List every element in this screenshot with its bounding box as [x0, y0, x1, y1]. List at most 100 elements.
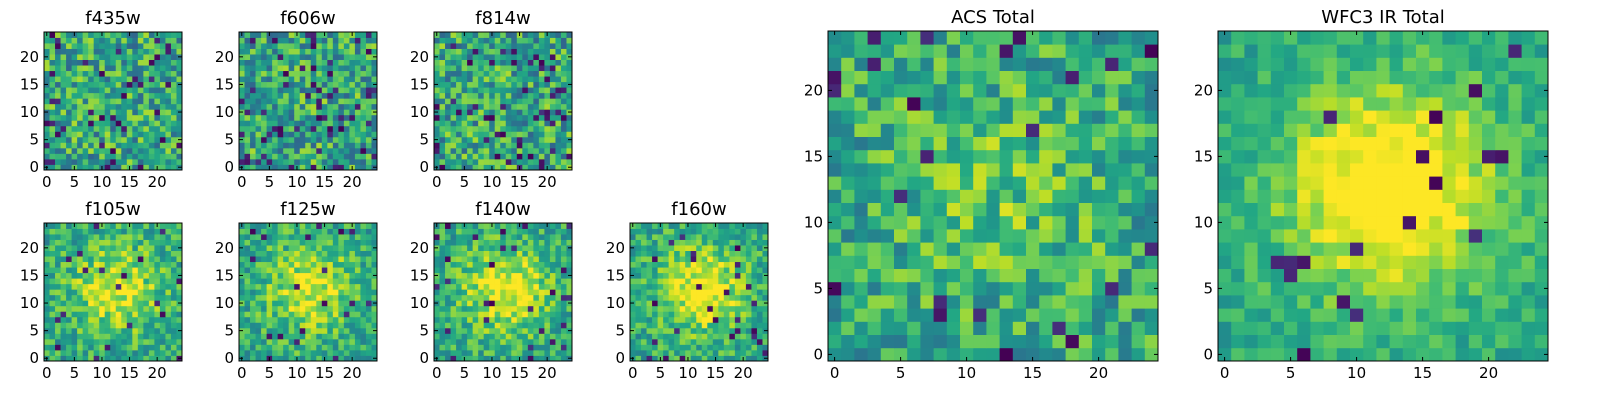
heatmap-cell [299, 65, 306, 72]
heatmap-cell [283, 54, 290, 60]
heatmap-cell [483, 349, 490, 356]
heatmap-cell [434, 98, 440, 105]
heatmap-cell [299, 54, 306, 60]
heatmap-cell [740, 338, 747, 345]
heatmap-cell [239, 87, 245, 94]
heatmap-cell [371, 37, 378, 44]
heatmap-cell [828, 229, 842, 243]
heatmap-cell [126, 142, 133, 149]
heatmap-cell [1118, 163, 1132, 177]
heatmap-cell [439, 256, 446, 263]
heatmap-cell [489, 316, 496, 323]
heatmap-cell [294, 37, 301, 44]
heatmap-cell [82, 289, 89, 296]
heatmap-cell [250, 103, 256, 110]
heatmap-cell [283, 131, 290, 138]
heatmap-cell [527, 98, 534, 105]
heatmap-cell [745, 338, 752, 345]
heatmap-cell [272, 153, 279, 160]
heatmap-cell [489, 120, 496, 127]
heatmap-cell [104, 37, 111, 44]
heatmap-cell [250, 338, 256, 345]
heatmap-cell [255, 136, 262, 143]
heatmap-cell [1144, 321, 1159, 335]
heatmap-cell [71, 283, 78, 290]
heatmap-cell [696, 239, 703, 246]
heatmap-cell [946, 281, 961, 296]
heatmap-cell [472, 54, 479, 60]
heatmap-cell [310, 322, 317, 329]
x-tick-label: 0 [432, 364, 442, 382]
heatmap-cell [239, 92, 245, 99]
heatmap-cell [516, 311, 523, 318]
heatmap-cell [478, 300, 485, 307]
heatmap-cell [327, 109, 334, 116]
heatmap-cell [560, 153, 567, 160]
heatmap-cell [516, 261, 523, 268]
heatmap-cell [170, 37, 177, 44]
heatmap-cell [630, 289, 636, 296]
heatmap-cell [635, 338, 642, 345]
heatmap-cell [555, 355, 562, 362]
heatmap-cell [489, 98, 496, 105]
heatmap-cell [143, 278, 150, 285]
heatmap-cell [165, 76, 172, 83]
heatmap-cell [461, 87, 468, 94]
heatmap-cell [88, 333, 95, 340]
heatmap-cell [349, 250, 356, 257]
y-tick-label: 5 [224, 131, 234, 149]
heatmap-cell [439, 43, 446, 49]
heatmap-cell [360, 250, 367, 257]
heatmap-cell [176, 131, 183, 138]
heatmap-cell [538, 54, 545, 60]
heatmap-cell [679, 338, 686, 345]
heatmap-cell [143, 164, 150, 171]
heatmap-cell [305, 125, 312, 132]
heatmap-cell [305, 131, 312, 138]
heatmap-cell [88, 70, 95, 77]
heatmap-cell [99, 250, 106, 257]
heatmap-cell [143, 234, 150, 240]
heatmap-cell [729, 223, 736, 229]
heatmap-cell [511, 136, 518, 143]
heatmap-cell [288, 87, 295, 94]
heatmap-cell [663, 355, 670, 362]
heatmap-cell [1092, 163, 1106, 177]
heatmap-cell [283, 48, 290, 55]
heatmap-cell [1012, 255, 1027, 269]
heatmap-cell [143, 32, 150, 38]
heatmap-cell [740, 294, 747, 301]
heatmap-cell [751, 294, 758, 301]
heatmap-cell [544, 65, 551, 72]
heatmap-cell [511, 32, 518, 38]
heatmap-cell [907, 321, 921, 335]
heatmap-cell [690, 344, 697, 351]
heatmap-cell [505, 153, 512, 160]
heatmap-cell [239, 294, 245, 301]
heatmap-cell [483, 109, 490, 116]
heatmap-cell [365, 223, 372, 229]
heatmap-cell [104, 76, 111, 83]
heatmap-cell [707, 327, 714, 334]
heatmap-cell [148, 114, 155, 121]
heatmap-cell [261, 338, 267, 345]
heatmap-cell [973, 229, 987, 243]
heatmap-cell [516, 158, 523, 165]
heatmap-cell [44, 316, 50, 323]
heatmap-cell [148, 147, 155, 154]
heatmap-cell [165, 98, 172, 105]
heatmap-cell [77, 54, 84, 60]
heatmap-cell [154, 344, 161, 351]
heatmap-cell [115, 142, 122, 149]
heatmap-cell [527, 283, 534, 290]
heatmap-cell [494, 228, 501, 235]
heatmap-cell [93, 327, 100, 334]
heatmap-cell [894, 308, 908, 322]
heatmap-cell [71, 81, 78, 88]
heatmap-cell [360, 32, 367, 38]
heatmap-cell [239, 43, 245, 49]
heatmap-cell [327, 250, 334, 257]
heatmap-cell [321, 228, 328, 235]
heatmap-cell [148, 158, 155, 165]
heatmap-cell [1078, 281, 1093, 296]
